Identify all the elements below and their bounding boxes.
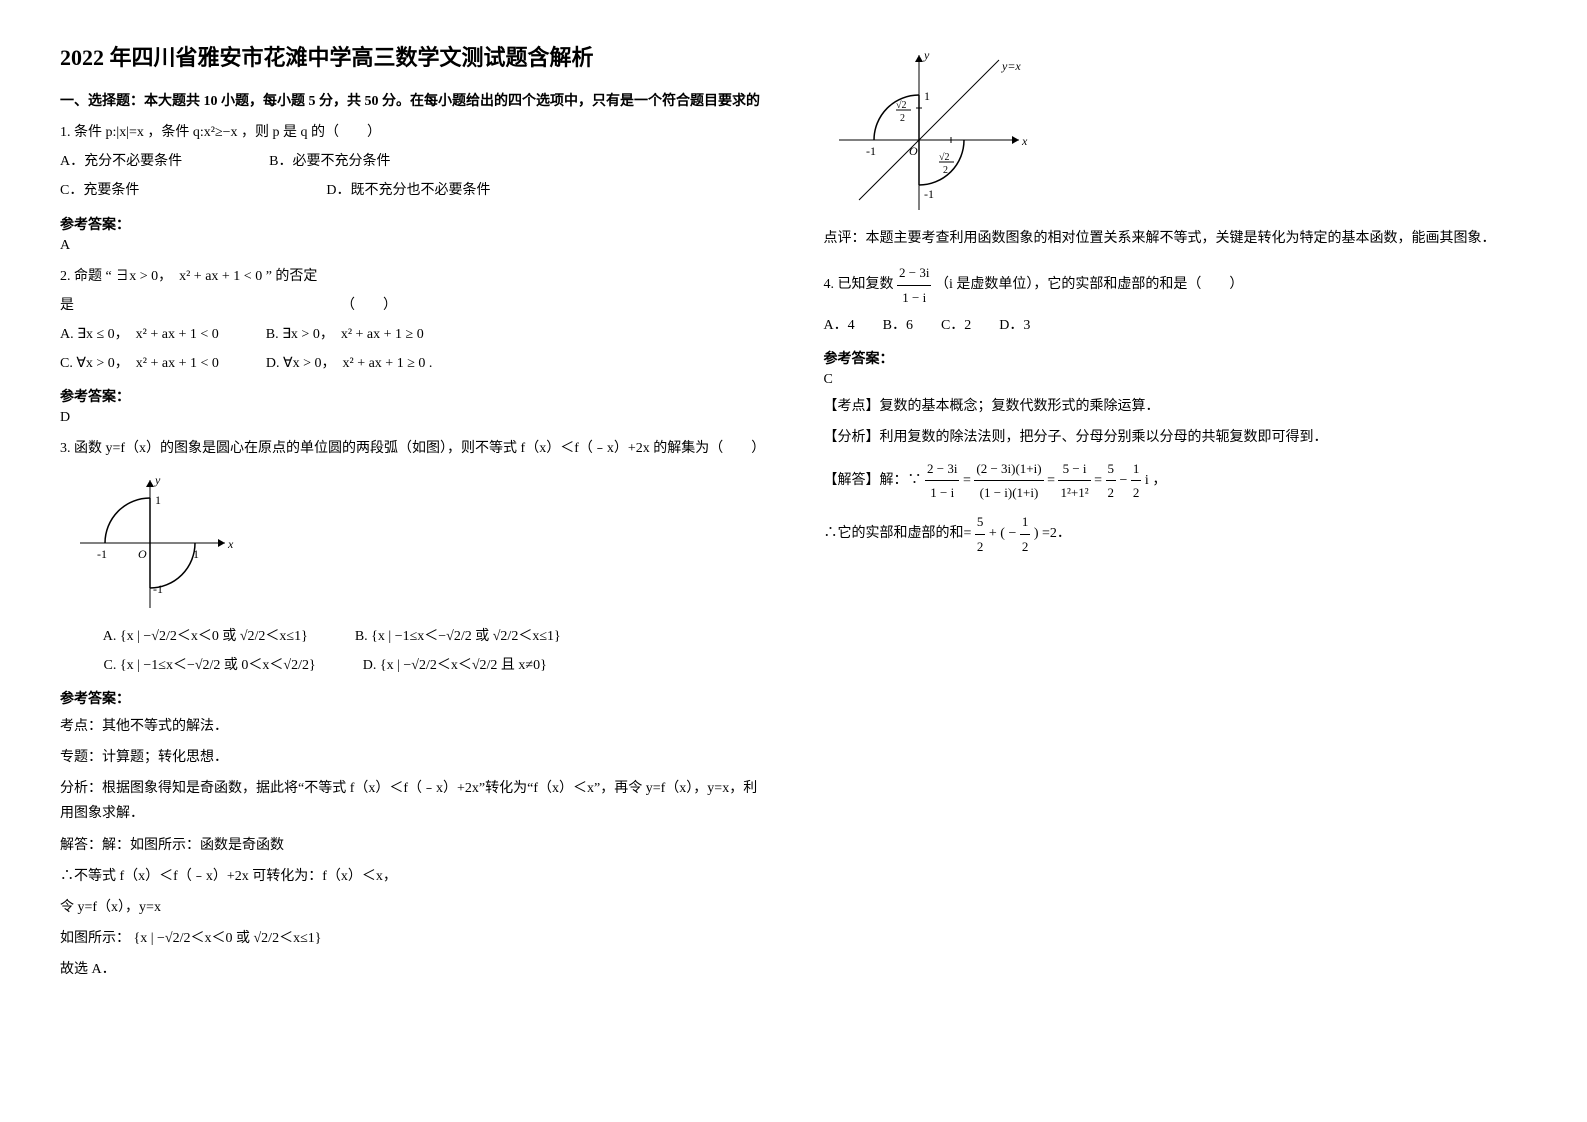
- q1-row2: C．充要条件 D．既不充分也不必要条件: [60, 178, 764, 203]
- q4-stem-a: 4. 已知复数: [824, 277, 894, 292]
- q4-stem: 4. 已知复数 2 − 3i 1 − i （i 是虚数单位），它的实部和虚部的和…: [824, 261, 1528, 309]
- svg-text:x: x: [227, 537, 234, 551]
- q4-fenxi: 【分析】利用复数的除法法则，把分子、分母分别乘以分母的共轭复数即可得到．: [824, 425, 1528, 450]
- q2-stem-b-row: 是 （ ）: [60, 293, 764, 318]
- q3-optB-set: {x | −1≤x＜−√2/2 或 √2/2＜x≤1}: [371, 629, 561, 644]
- q4-step1-rest: ，: [1152, 473, 1166, 488]
- q3-optD-set: {x | −√2/2＜x＜√2/2 且 x≠0}: [380, 658, 547, 673]
- answer-label: 参考答案：: [60, 688, 764, 708]
- answer-label: 参考答案：: [60, 386, 764, 406]
- q3-optA-set: {x | −√2/2＜x＜0 或 √2/2＜x≤1}: [120, 629, 308, 644]
- q4-stem-b: （i 是虚数单位），它的实部和虚部的和是（ ）: [935, 277, 1243, 292]
- page-title: 2022 年四川省雅安市花滩中学高三数学文测试题含解析: [60, 40, 764, 72]
- q3-optC-pref: C.: [104, 658, 117, 673]
- q3-figure2: y=x -1 O x y 1 -1 √2 2 √2 2: [824, 40, 1044, 220]
- q2-optD: D. ∀x > 0， x² + ax + 1 ≥ 0 .: [266, 356, 432, 371]
- q1-optD: D．既不充分也不必要条件: [326, 183, 490, 198]
- svg-text:1: 1: [924, 89, 930, 103]
- q1-stem: 1. 条件 p:|x|=x ，条件 q:x²≥−x ，则 p 是 q 的（ ）: [60, 120, 764, 145]
- q1-optC: C．充要条件: [60, 183, 139, 198]
- q3-optD-pref: D.: [363, 658, 377, 673]
- q2-optC: C. ∀x > 0， x² + ax + 1 < 0: [60, 356, 219, 371]
- q3-figure1: -1 1 O x y 1 -1: [60, 468, 240, 618]
- answer-label: 参考答案：: [824, 348, 1528, 368]
- svg-text:y: y: [154, 473, 161, 487]
- q4-frac-num: 2 − 3i: [897, 261, 931, 285]
- svg-text:√2: √2: [939, 152, 950, 163]
- q3-comment: 点评：本题主要考查利用函数图象的相对位置关系来解不等式，关键是转化为特定的基本函…: [824, 226, 1528, 251]
- q3-stem: 3. 函数 y=f（x）的图象是圆心在原点的单位圆的两段弧（如图），则不等式 f…: [60, 436, 764, 461]
- q3-solve4-set: {x | −√2/2＜x＜0 或 √2/2＜x≤1}: [134, 931, 322, 946]
- svg-text:-1: -1: [97, 547, 107, 561]
- svg-text:2: 2: [900, 113, 905, 124]
- q4-kaodian: 【考点】复数的基本概念；复数代数形式的乘除运算．: [824, 394, 1528, 419]
- q4-fraction: 2 − 3i 1 − i: [897, 261, 931, 309]
- svg-text:1: 1: [193, 547, 199, 561]
- svg-text:x: x: [1021, 134, 1028, 148]
- svg-text:y=x: y=x: [1001, 59, 1021, 73]
- q4-step2-pref: ∴它的实部和虚部的和=: [824, 526, 972, 541]
- q4-step1-pref: 【解答】解：∵: [824, 473, 922, 488]
- q2-answer: D: [60, 410, 764, 426]
- svg-text:-1: -1: [866, 144, 876, 158]
- q3-rowAB: A. {x | −√2/2＜x＜0 或 √2/2＜x≤1} B. {x | −1…: [60, 624, 764, 649]
- q3-solve1: 解答：解：如图所示：函数是奇函数: [60, 833, 764, 858]
- q3-optA-pref: A.: [103, 629, 117, 644]
- q3-optC-set: {x | −1≤x＜−√2/2 或 0＜x＜√2/2}: [120, 658, 316, 673]
- q2-stem-b: 是: [60, 298, 74, 313]
- q3-analysis: 分析：根据图象得知是奇函数，据此将“不等式 f（x）＜f（﹣x）+2x”转化为“…: [60, 776, 764, 826]
- svg-text:-1: -1: [153, 582, 163, 596]
- q3-solve4: 如图所示： {x | −√2/2＜x＜0 或 √2/2＜x≤1}: [60, 926, 764, 951]
- q4-opts: A．4 B．6 C．2 D．3: [824, 313, 1528, 338]
- q1-optB: B．必要不充分条件: [269, 154, 390, 169]
- q3-topic: 专题：计算题；转化思想．: [60, 745, 764, 770]
- q4-answer: C: [824, 372, 1528, 388]
- svg-text:y: y: [923, 48, 930, 62]
- q2-stem-a: 2. 命题 “ ∃x > 0， x² + ax + 1 < 0 ” 的否定: [60, 264, 764, 289]
- q1-answer: A: [60, 238, 764, 254]
- svg-text:-1: -1: [924, 187, 934, 201]
- q3-solve2: ∴不等式 f（x）＜f（﹣x）+2x 可转化为：f（x）＜x，: [60, 864, 764, 889]
- q3-solve4-pref: 如图所示：: [60, 931, 130, 946]
- q1-optA: A．充分不必要条件: [60, 154, 182, 169]
- svg-text:√2: √2: [896, 100, 907, 111]
- svg-text:O: O: [138, 547, 147, 561]
- q2-row2: C. ∀x > 0， x² + ax + 1 < 0 D. ∀x > 0， x²…: [60, 351, 764, 376]
- q2-optA: A. ∃x ≤ 0， x² + ax + 1 < 0: [60, 327, 219, 342]
- q3-optB-pref: B.: [355, 629, 368, 644]
- answer-label: 参考答案：: [60, 214, 764, 234]
- q2-row1: A. ∃x ≤ 0， x² + ax + 1 < 0 B. ∃x > 0， x²…: [60, 322, 764, 347]
- svg-text:O: O: [909, 144, 918, 158]
- q4-step2-rest: =2．: [1042, 526, 1071, 541]
- q3-solve5: 故选 A．: [60, 957, 764, 982]
- section-heading: 一、选择题：本大题共 10 小题，每小题 5 分，共 50 分。在每小题给出的四…: [60, 90, 764, 110]
- q2-blank: （ ）: [341, 298, 397, 313]
- q3-rowCD: C. {x | −1≤x＜−√2/2 或 0＜x＜√2/2} D. {x | −…: [60, 653, 764, 678]
- q3-kaodian: 考点：其他不等式的解法．: [60, 714, 764, 739]
- svg-text:1: 1: [155, 493, 161, 507]
- q2-optB: B. ∃x > 0， x² + ax + 1 ≥ 0: [266, 327, 424, 342]
- q1-row1: A．充分不必要条件 B．必要不充分条件: [60, 149, 764, 174]
- svg-text:2: 2: [943, 165, 948, 176]
- q3-solve3: 令 y=f（x），y=x: [60, 895, 764, 920]
- q4-step2: ∴它的实部和虚部的和= 52 + ( − 12 ) =2．: [824, 510, 1528, 558]
- q4-step1: 【解答】解：∵ 2 − 3i1 − i = (2 − 3i)(1+i)(1 − …: [824, 457, 1528, 505]
- q4-frac-den: 1 − i: [897, 286, 931, 309]
